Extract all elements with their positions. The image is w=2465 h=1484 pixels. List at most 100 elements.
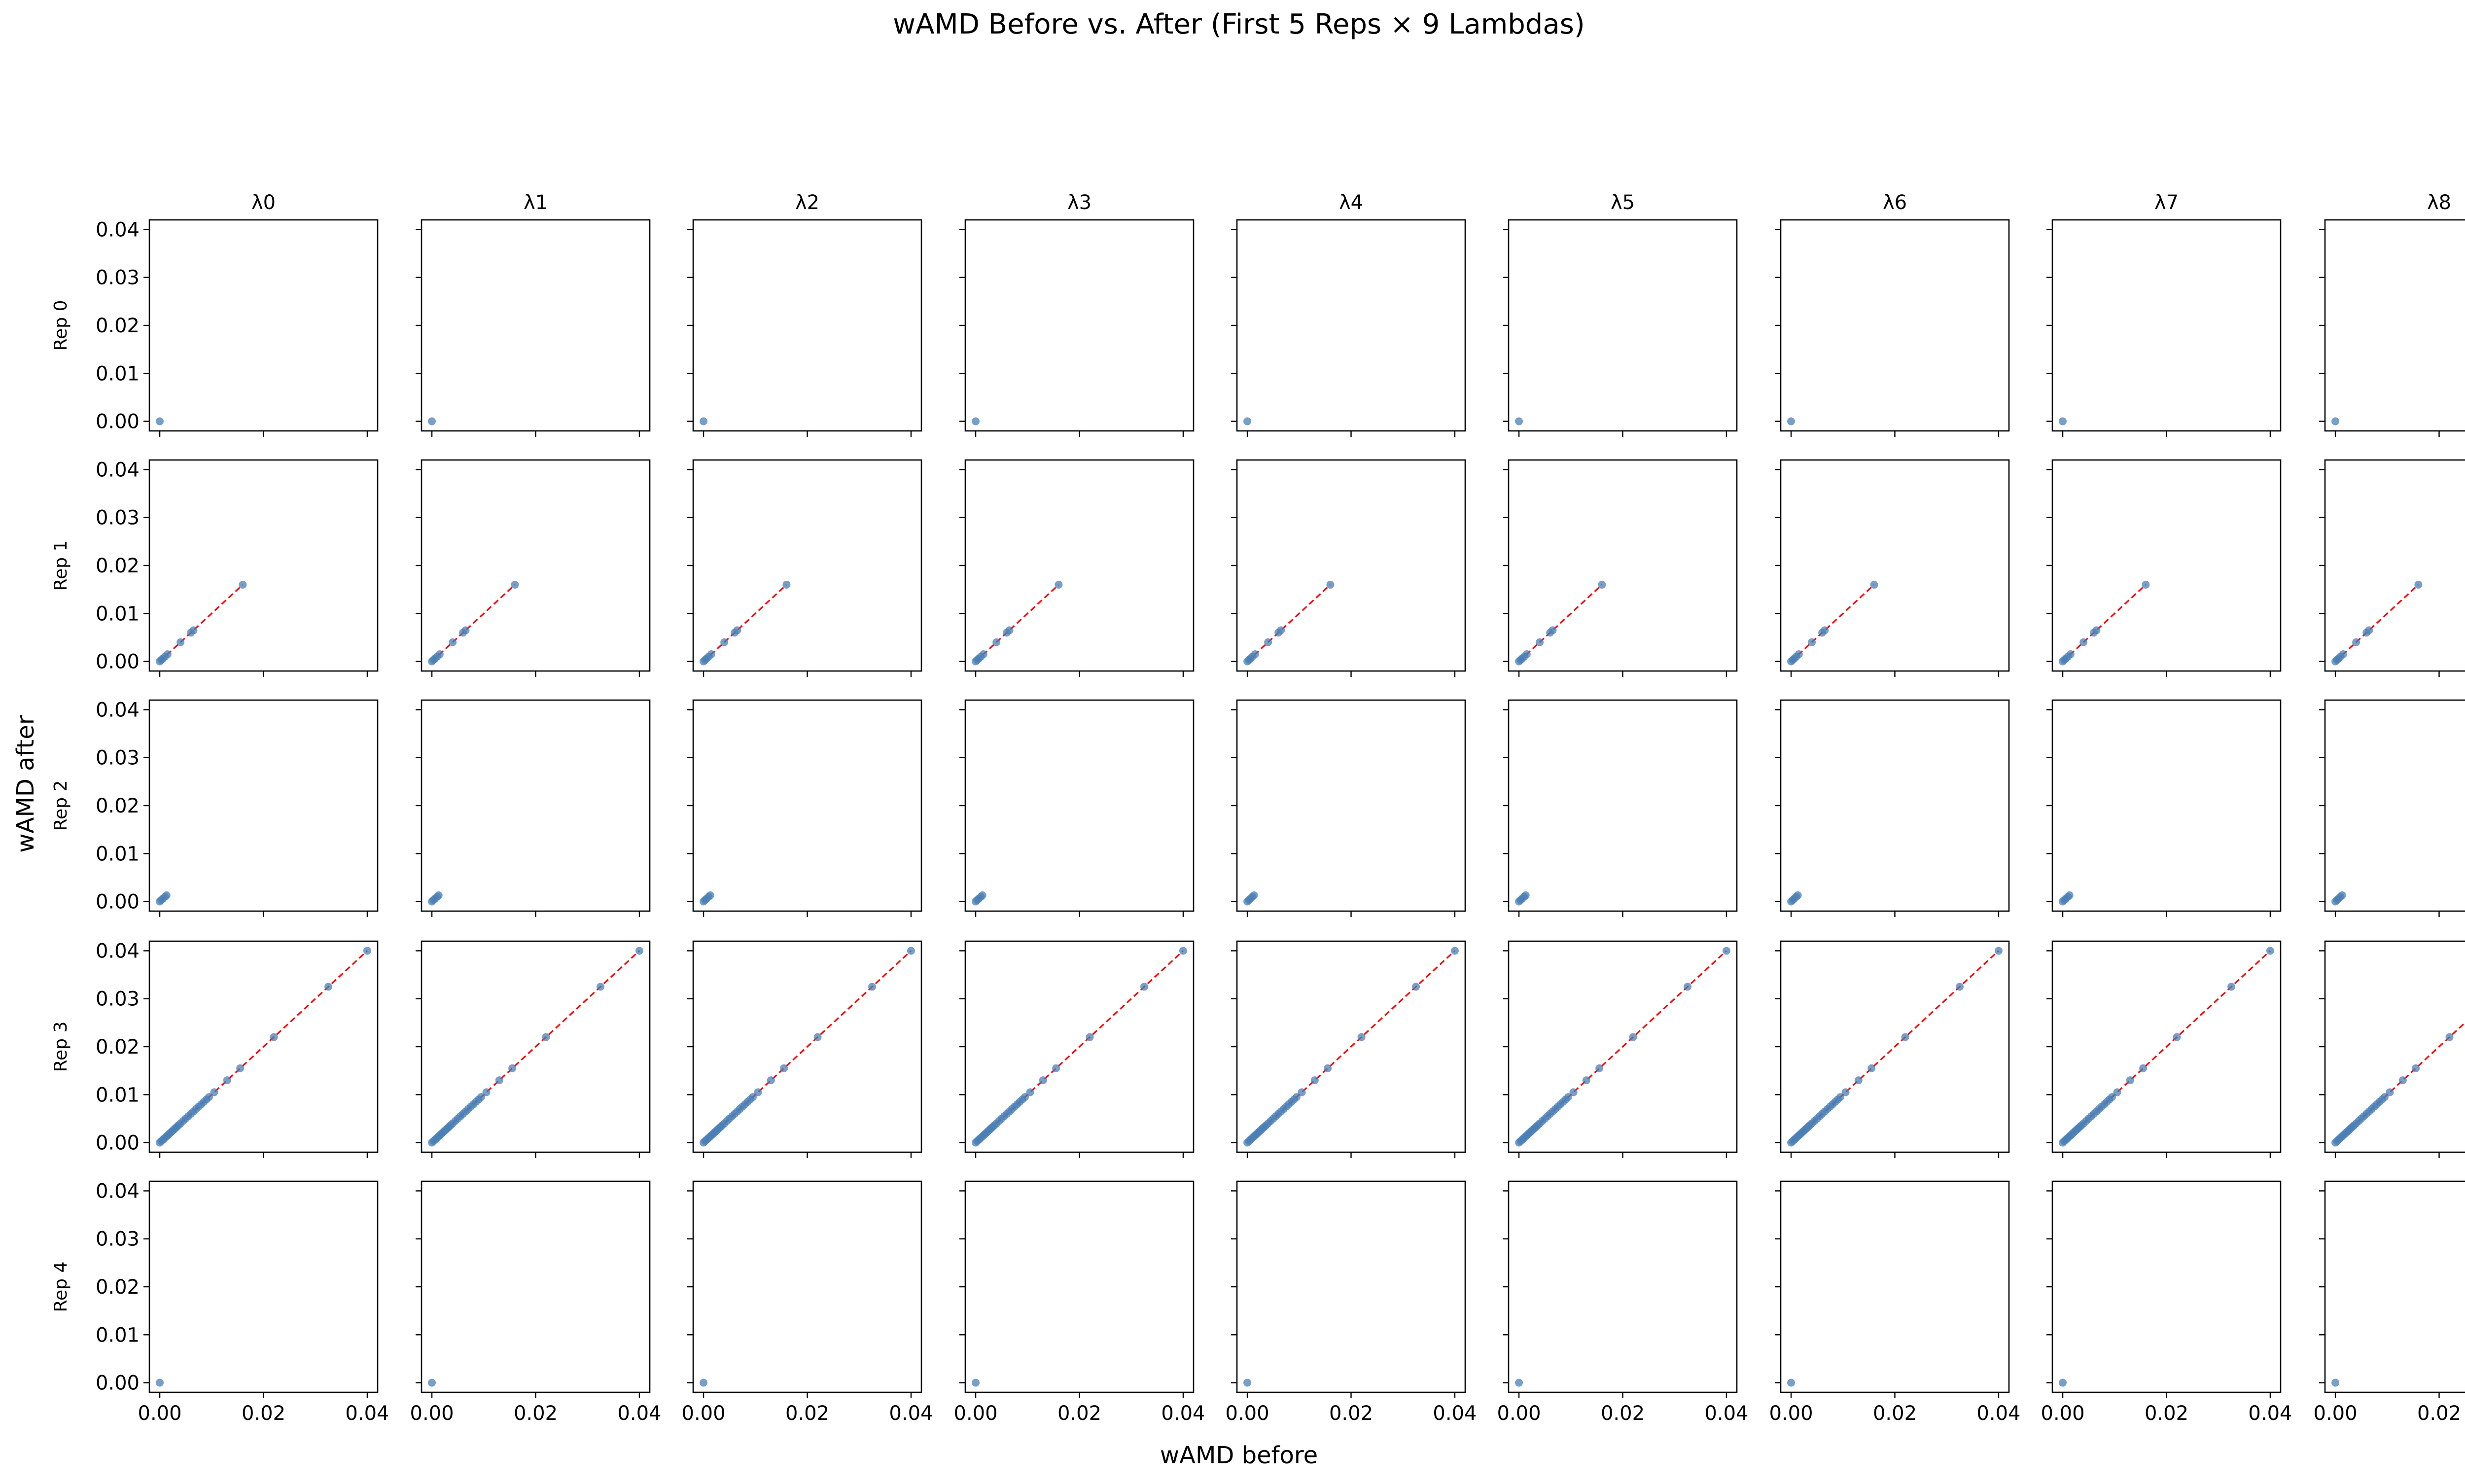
data-point [733, 626, 741, 635]
y-tick-label: 0.03 [96, 507, 140, 530]
row-label: Rep 1 [51, 540, 71, 591]
data-point [2059, 417, 2067, 425]
y-tick-label: 0.01 [96, 362, 140, 385]
panel-rep4-lambda4: 0.00 0.02 0.04 [1226, 1180, 1477, 1425]
panel-rep4-lambda2: 0.00 0.02 0.04 [682, 1180, 933, 1425]
column-title: λ8 [2427, 191, 2451, 214]
panel-frame [692, 699, 922, 912]
data-point [707, 650, 715, 658]
y-tick-label: 0.02 [96, 1276, 140, 1299]
data-point [1956, 983, 1964, 991]
panel-rep4-lambda1: 0.00 0.02 0.04 [410, 1180, 661, 1425]
panel-frame [2051, 219, 2282, 432]
data-point [1293, 1093, 1301, 1101]
data-point [1854, 1076, 1863, 1085]
data-point [1021, 1093, 1029, 1101]
data-point [2445, 1033, 2454, 1041]
panel-frame [1236, 699, 1466, 912]
data-point [597, 983, 605, 991]
x-tick-label: 0.04 [1161, 1402, 1205, 1425]
panel-rep3-lambda4 [1231, 940, 1466, 1158]
data-point [156, 1378, 164, 1387]
data-point [2139, 1064, 2148, 1072]
panel-rep0-lambda8: λ8 [2319, 191, 2465, 437]
x-tick-label: 0.00 [1497, 1402, 1541, 1425]
data-point [1569, 1088, 1578, 1096]
x-tick-label: 0.00 [1769, 1402, 1813, 1425]
data-point [542, 1033, 550, 1041]
column-title: λ4 [1339, 191, 1363, 214]
data-point [2331, 417, 2340, 425]
panel-frame [964, 219, 1195, 432]
x-tick-label: 0.02 [1329, 1402, 1373, 1425]
data-point [156, 417, 164, 425]
y-tick-label: 0.04 [96, 699, 140, 721]
panel-frame [1508, 699, 1738, 912]
y-tick-label: 0.00 [96, 651, 140, 673]
panel-frame [421, 699, 651, 912]
panel-frame [692, 219, 922, 432]
data-point [1795, 650, 1803, 658]
y-tick-label: 0.02 [96, 1036, 140, 1059]
data-point [1243, 1378, 1252, 1387]
data-point [1564, 1093, 1573, 1101]
x-tick-label: 0.04 [345, 1402, 389, 1425]
panel-frame [2051, 1180, 2282, 1393]
data-point [1039, 1076, 1047, 1085]
data-point [749, 1093, 757, 1101]
data-point [972, 1378, 980, 1387]
x-tick-label: 0.04 [617, 1402, 661, 1425]
data-point [2339, 650, 2347, 658]
data-point [1836, 1093, 1845, 1101]
data-point [972, 417, 980, 425]
data-point [700, 1378, 708, 1387]
data-point [2412, 1064, 2420, 1072]
y-tick-label: 0.04 [96, 1180, 140, 1202]
data-point [1243, 417, 1252, 425]
data-point [868, 983, 877, 991]
y-tick-label: 0.00 [96, 1132, 140, 1155]
panel-rep1-lambda4 [1231, 459, 1466, 677]
x-tick-label: 0.02 [1873, 1402, 1917, 1425]
data-point [428, 417, 436, 425]
data-point [434, 891, 443, 899]
reference-line [1790, 584, 1875, 662]
panel-rep1-lambda0: 0.00 0.01 0.02 0.03 0.04 Rep 1 [51, 459, 379, 677]
data-point [508, 1064, 517, 1072]
data-point [477, 1093, 486, 1101]
data-point [1179, 947, 1187, 955]
reference-line [1246, 584, 1331, 662]
data-point [1722, 947, 1730, 955]
data-point [1522, 650, 1531, 658]
data-point [767, 1076, 775, 1085]
data-point [1310, 1076, 1319, 1085]
data-point [2113, 1088, 2121, 1096]
data-point [176, 638, 185, 646]
data-point [482, 1088, 491, 1096]
x-tick-label: 0.00 [682, 1402, 726, 1425]
panel-frame [148, 219, 379, 432]
y-tick-label: 0.04 [96, 459, 140, 481]
row-label: Rep 0 [51, 300, 71, 351]
data-point [978, 891, 986, 899]
data-point [1298, 1088, 1306, 1096]
data-point [2365, 626, 2373, 635]
x-tick-label: 0.04 [2248, 1402, 2292, 1425]
panel-rep4-lambda0: 0.00 0.01 0.02 0.03 0.04 0.00 0.02 0.04 Rep 4 [51, 1180, 389, 1425]
data-point [1250, 891, 1258, 899]
data-point [1870, 580, 1878, 589]
panel-rep3-lambda6 [1775, 940, 2010, 1158]
data-point [2066, 650, 2075, 658]
panel-frame [421, 219, 651, 432]
panel-rep2-lambda5 [1503, 699, 1738, 917]
column-title: λ3 [1067, 191, 1092, 214]
panel-frame [1236, 219, 1466, 432]
data-point [495, 1076, 503, 1085]
panel-frame [964, 1180, 1195, 1393]
x-tick-label: 0.00 [1226, 1402, 1269, 1425]
panel-rep3-lambda3 [959, 940, 1195, 1158]
y-tick-label: 0.00 [96, 411, 140, 433]
x-tick-label: 0.02 [242, 1402, 285, 1425]
data-point [428, 1378, 436, 1387]
data-point [1994, 947, 2003, 955]
